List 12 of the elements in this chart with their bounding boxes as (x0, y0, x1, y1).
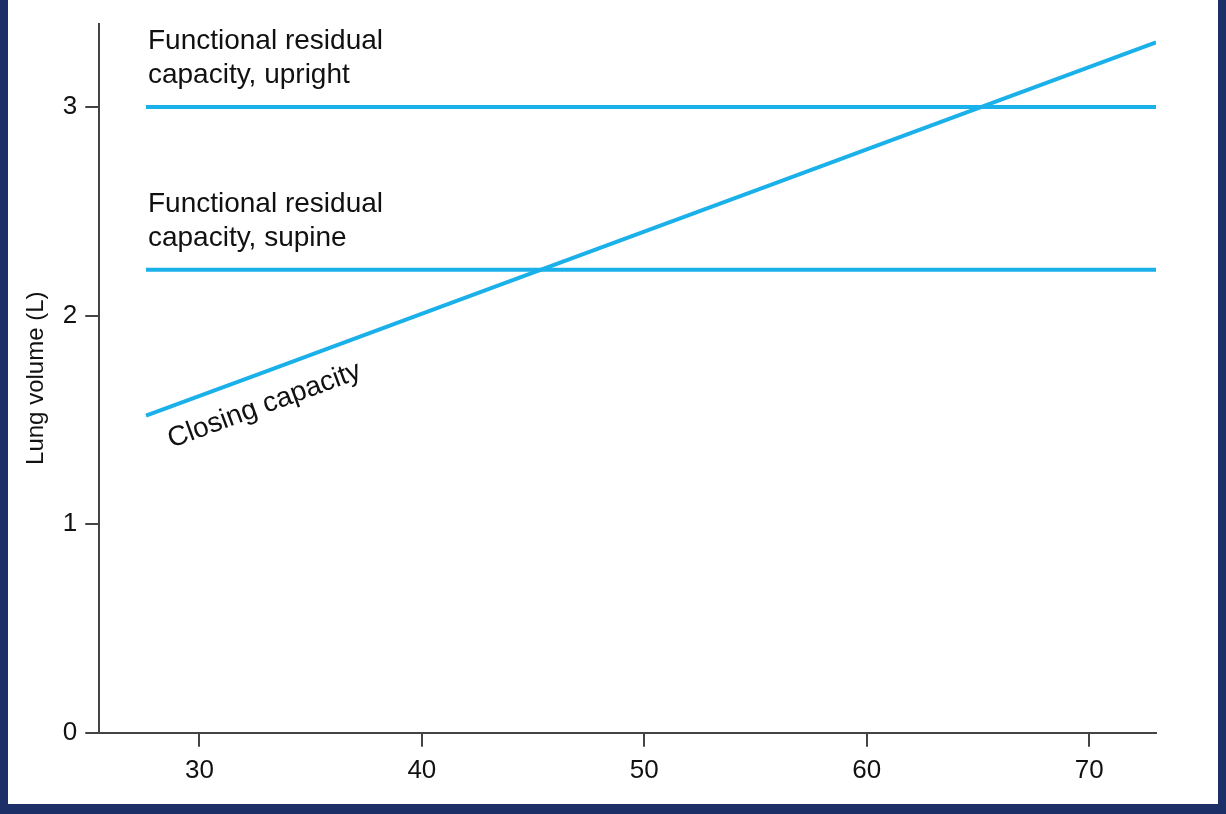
series-label: Functional residual capacity, upright (147, 24, 384, 90)
y-tick-label: 2 (62, 298, 78, 329)
series-label: Functional residual capacity, supine (147, 186, 384, 252)
x-tick-label: 30 (184, 753, 214, 784)
x-tick-label: 60 (852, 753, 882, 784)
y-axis-title: Lung volume (L) (21, 291, 49, 465)
x-tick-label: 40 (407, 753, 437, 784)
x-tick-label: 50 (629, 753, 659, 784)
y-tick-label: 3 (62, 90, 78, 121)
x-tick-label: 70 (1074, 753, 1104, 784)
y-tick-label: 0 (62, 715, 78, 746)
y-tick-label: 1 (62, 507, 78, 538)
